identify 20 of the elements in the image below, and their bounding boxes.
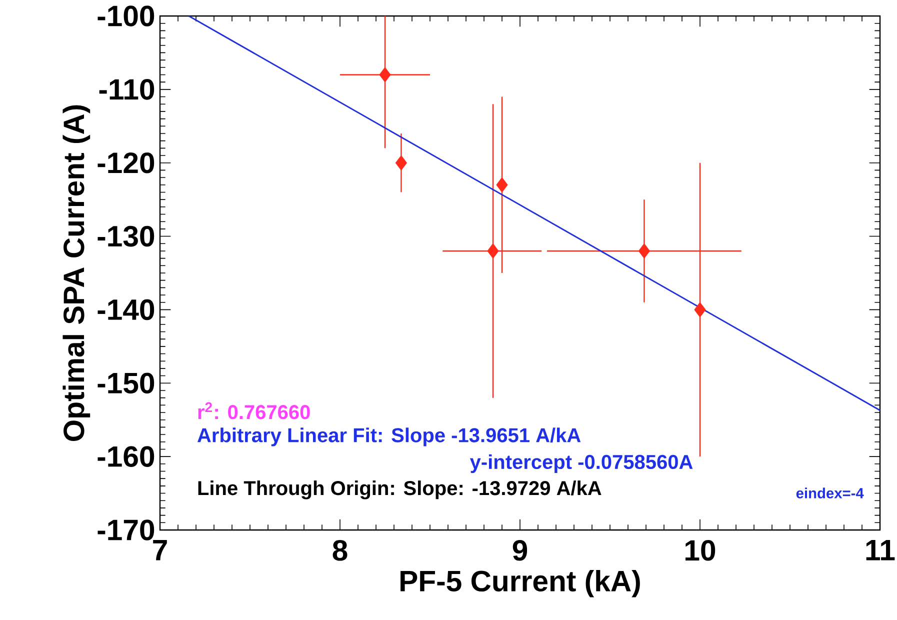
x-tick-label: 7 [153,540,167,560]
y-tick-label: -160 [98,446,154,467]
annotation: eindex=-4 [796,488,864,498]
y-tick-label: -130 [98,226,154,247]
x-tick-label: 10 [686,540,716,561]
y-tick-label: -170 [98,520,154,540]
x-tick-label: 9 [512,540,528,561]
x-tick-label: 11 [866,540,895,560]
annotation: y-intercept -0.0758560A [470,454,693,473]
y-axis-title: Optimal SPA Current (A) [62,105,90,441]
y-tick-label: -140 [98,299,154,320]
y-tick-label: -100 [98,6,154,26]
x-axis-title: PF-5 Current (kA) [400,570,640,598]
y-tick-label: -110 [99,79,154,100]
y-tick-label: -150 [98,372,154,394]
x-tick-label: 8 [332,540,348,561]
annotation: Arbitrary Linear Fit: Slope -13.9651 A/kA [197,428,581,446]
annotation: Line Through Origin: Slope: -13.9729 A/kA [198,480,602,500]
y-tick-label: -120 [98,152,154,174]
annotation: r$^{2}$: 0.767660 [198,402,310,420]
